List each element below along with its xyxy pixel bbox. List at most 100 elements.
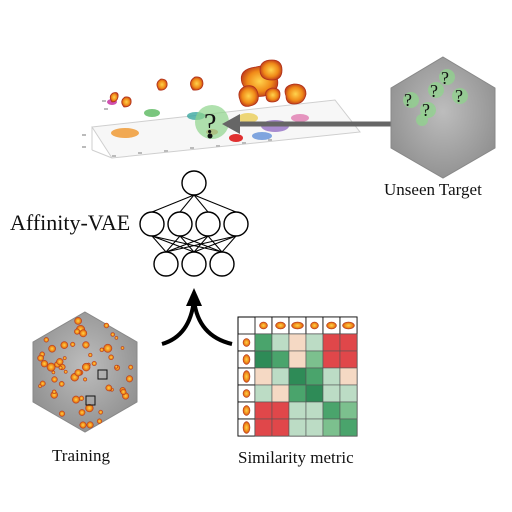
training-particle xyxy=(59,410,66,417)
training-particle xyxy=(74,328,81,335)
matrix-cell xyxy=(305,384,324,403)
training-particle xyxy=(40,360,49,368)
matrix-cell xyxy=(271,401,290,420)
matrix-cell xyxy=(322,333,341,352)
affinity-vae-label: Affinity-VAE xyxy=(10,210,131,235)
training-particle xyxy=(114,336,119,340)
matrix-cell xyxy=(339,418,358,437)
svg-text:?: ? xyxy=(430,81,438,101)
training-particle xyxy=(82,341,90,349)
training-particle xyxy=(120,388,127,395)
matrix-cell xyxy=(288,350,307,369)
training-particle xyxy=(128,364,134,370)
matrix-row-molecule xyxy=(242,370,251,383)
training-particle xyxy=(96,418,103,424)
matrix-row-molecule xyxy=(242,405,251,416)
svg-text:?: ? xyxy=(455,86,463,106)
matrix-cell xyxy=(339,333,358,352)
nn-edge xyxy=(221,235,237,253)
matrix-row-molecule xyxy=(242,338,251,347)
training-particle xyxy=(51,376,58,383)
query-point-halo xyxy=(195,105,229,139)
matrix-cell xyxy=(271,367,290,386)
training-hexagon xyxy=(32,311,138,433)
training-particle xyxy=(52,389,57,394)
unseen-target-particles xyxy=(403,69,468,126)
matrix-cell xyxy=(271,350,290,369)
training-particle xyxy=(43,337,49,343)
svg-text:?: ? xyxy=(404,90,412,110)
training-particle xyxy=(46,362,56,372)
matrix-cell xyxy=(254,333,273,352)
matrix-cell xyxy=(339,384,358,403)
training-particle xyxy=(114,364,119,369)
neural-network xyxy=(139,170,249,277)
matrix-cell xyxy=(322,367,341,386)
nn-edge xyxy=(193,194,237,213)
training-particle xyxy=(79,329,88,338)
nn-node xyxy=(223,211,249,237)
training-particles xyxy=(37,317,134,429)
matrix-col-molecule xyxy=(310,321,319,330)
matrix-cell xyxy=(322,418,341,437)
matrix-cell xyxy=(254,401,273,420)
matrix-col-molecule xyxy=(259,321,268,330)
matrix-cell xyxy=(254,384,273,403)
training-particle xyxy=(83,377,88,382)
nn-edge xyxy=(151,235,167,253)
training-particle xyxy=(78,409,86,416)
training-particle xyxy=(79,421,87,429)
query-arrow xyxy=(222,114,392,134)
matrix-col-molecule xyxy=(291,321,304,330)
matrix-cell xyxy=(288,333,307,352)
training-particle xyxy=(125,375,133,383)
nn-edge xyxy=(165,235,209,253)
training-particle xyxy=(88,352,93,358)
latent-space-plot: ? xyxy=(82,59,361,159)
cluster-red xyxy=(229,134,243,142)
matrix-row-molecule xyxy=(242,421,251,434)
matrix-cell xyxy=(322,350,341,369)
cluster-blue xyxy=(252,132,272,140)
training-particle xyxy=(74,369,82,377)
cluster-yellow xyxy=(238,113,258,123)
nn-node xyxy=(195,211,221,237)
matrix-cell xyxy=(305,333,324,352)
matrix-row-molecule xyxy=(242,389,251,398)
training-particle xyxy=(56,358,64,366)
nn-edge xyxy=(165,235,181,253)
matrix-cell xyxy=(271,384,290,403)
training-particle xyxy=(108,354,114,360)
matrix-cell xyxy=(305,367,324,386)
svg-text:?: ? xyxy=(422,100,430,120)
matrix-cell xyxy=(254,350,273,369)
matrix-row-molecule xyxy=(242,354,251,365)
training-particle xyxy=(48,344,56,353)
training-particle xyxy=(63,369,68,374)
training-particle xyxy=(60,341,69,349)
nn-node xyxy=(209,251,235,277)
training-particle xyxy=(70,341,76,347)
matrix-cell xyxy=(288,384,307,403)
training-particle xyxy=(99,347,105,352)
matrix-cell xyxy=(339,350,358,369)
nn-node xyxy=(153,251,179,277)
matrix-cell xyxy=(305,418,324,437)
matrix-cell xyxy=(322,384,341,403)
query-question-mark: ? xyxy=(204,109,216,140)
matrix-cell xyxy=(254,418,273,437)
matrix-cell xyxy=(322,401,341,420)
training-particle xyxy=(58,365,63,370)
cluster-green xyxy=(144,109,160,117)
matrix-cell xyxy=(271,418,290,437)
training-selection-boxes xyxy=(85,369,108,406)
matrix-cell xyxy=(339,401,358,420)
training-particle xyxy=(85,404,94,413)
matrix-cell xyxy=(305,350,324,369)
matrix-cell xyxy=(288,367,307,386)
nn-edge xyxy=(193,235,237,253)
training-particle xyxy=(103,343,113,353)
nn-node xyxy=(181,170,207,196)
unseen-target-question-marks: ? ? ? ? ? xyxy=(404,68,463,120)
training-particle xyxy=(72,395,80,404)
